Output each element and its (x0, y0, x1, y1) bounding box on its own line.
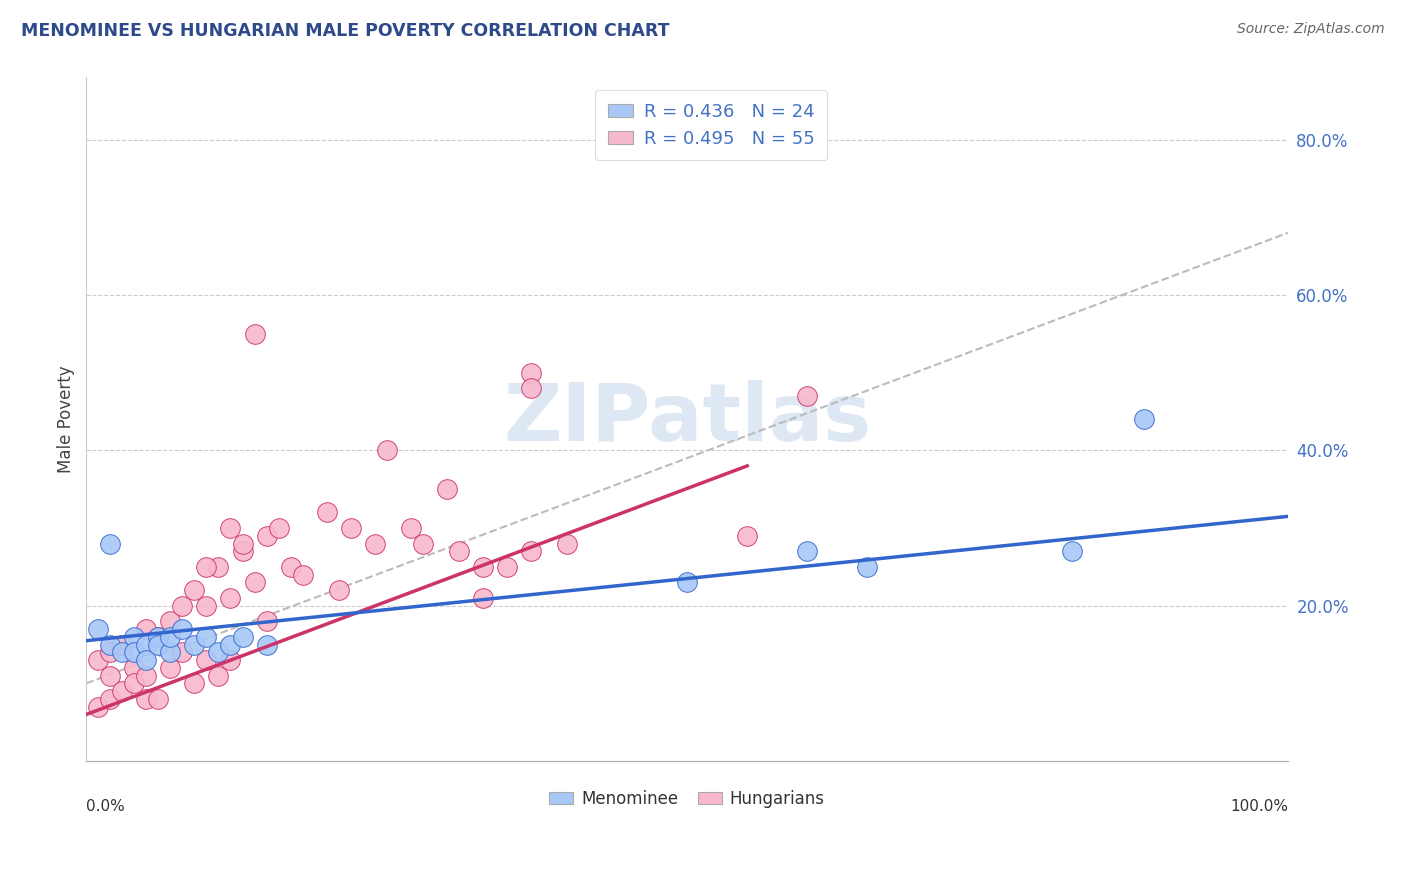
Text: MENOMINEE VS HUNGARIAN MALE POVERTY CORRELATION CHART: MENOMINEE VS HUNGARIAN MALE POVERTY CORR… (21, 22, 669, 40)
Point (111, 638, 134, 652)
Point (159, 630, 181, 644)
Point (124, 630, 146, 644)
Point (231, 536, 253, 550)
Point (520, 366, 543, 380)
Point (183, 638, 205, 652)
Point (471, 559, 494, 574)
Point (496, 559, 519, 574)
Point (183, 583, 205, 598)
Point (159, 645, 181, 659)
Point (98, 668, 121, 682)
Point (111, 645, 134, 659)
Point (124, 676, 146, 690)
Point (172, 622, 194, 636)
Point (207, 668, 229, 682)
Point (219, 653, 242, 667)
Point (231, 544, 253, 558)
Point (98, 645, 121, 659)
Point (135, 692, 157, 706)
Point (471, 591, 494, 605)
Point (796, 544, 818, 558)
Point (219, 638, 242, 652)
Point (98, 692, 121, 706)
Point (243, 575, 266, 590)
Point (183, 676, 205, 690)
Point (856, 559, 879, 574)
Point (207, 559, 229, 574)
Point (520, 381, 543, 395)
Point (159, 614, 181, 628)
Point (399, 521, 422, 535)
Text: 0.0%: 0.0% (86, 798, 125, 814)
Point (1133, 412, 1156, 426)
Point (231, 630, 253, 644)
Point (339, 521, 361, 535)
Point (735, 529, 758, 543)
Point (135, 622, 157, 636)
Point (195, 630, 218, 644)
Point (328, 583, 350, 598)
Y-axis label: Male Poverty: Male Poverty (58, 366, 75, 473)
Point (447, 544, 470, 558)
Point (555, 536, 578, 550)
Point (148, 630, 170, 644)
Point (172, 645, 194, 659)
Point (363, 536, 385, 550)
Point (207, 645, 229, 659)
Point (676, 575, 699, 590)
Point (159, 661, 181, 675)
Point (87, 622, 110, 636)
Point (172, 599, 194, 613)
Text: ZIPatlas: ZIPatlas (503, 380, 872, 458)
Point (87, 699, 110, 714)
Point (256, 529, 278, 543)
Point (195, 599, 218, 613)
Point (219, 591, 242, 605)
Point (87, 653, 110, 667)
Point (135, 638, 157, 652)
Legend: Menominee, Hungarians: Menominee, Hungarians (543, 783, 831, 814)
Point (520, 544, 543, 558)
Point (98, 536, 121, 550)
Point (1060, 544, 1083, 558)
Point (436, 482, 458, 496)
Point (243, 326, 266, 341)
Point (135, 668, 157, 682)
Point (148, 630, 170, 644)
Point (256, 614, 278, 628)
Point (219, 521, 242, 535)
Point (148, 638, 170, 652)
Point (98, 638, 121, 652)
Point (195, 559, 218, 574)
Point (124, 645, 146, 659)
Text: 100.0%: 100.0% (1230, 798, 1288, 814)
Point (124, 661, 146, 675)
Point (291, 567, 314, 582)
Point (135, 653, 157, 667)
Point (796, 389, 818, 403)
Point (111, 684, 134, 698)
Text: Source: ZipAtlas.com: Source: ZipAtlas.com (1237, 22, 1385, 37)
Point (315, 506, 337, 520)
Point (267, 521, 290, 535)
Point (375, 443, 398, 458)
Point (148, 692, 170, 706)
Point (280, 559, 302, 574)
Point (412, 536, 434, 550)
Point (256, 638, 278, 652)
Point (195, 653, 218, 667)
